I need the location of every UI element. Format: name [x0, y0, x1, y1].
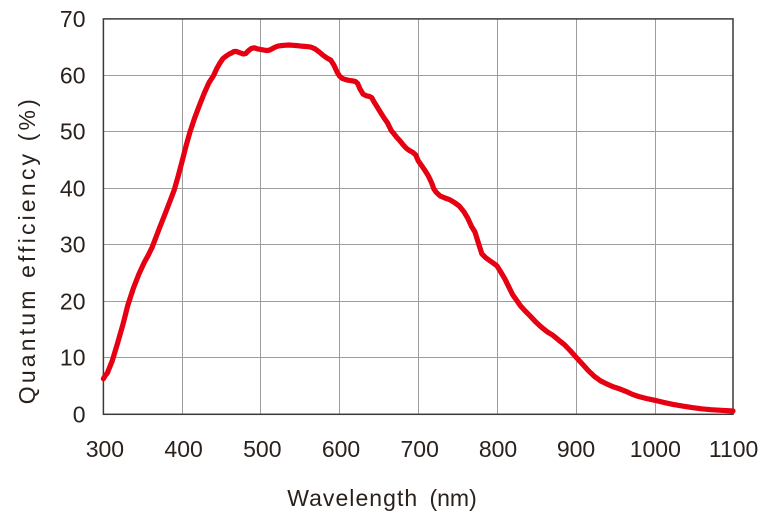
svg-text:900: 900 [557, 436, 595, 462]
svg-text:800: 800 [479, 436, 517, 462]
svg-text:Wavelength: Wavelength [287, 485, 417, 511]
svg-text:1100: 1100 [709, 436, 758, 462]
svg-text:40: 40 [60, 176, 86, 202]
svg-text:(nm): (nm) [429, 485, 476, 511]
svg-text:0: 0 [73, 402, 86, 428]
svg-text:10: 10 [60, 345, 86, 371]
svg-text:30: 30 [60, 232, 86, 258]
svg-text:600: 600 [322, 436, 360, 462]
svg-text:20: 20 [60, 289, 86, 315]
svg-text:70: 70 [60, 6, 86, 32]
svg-text:400: 400 [164, 436, 202, 462]
svg-text:60: 60 [60, 63, 86, 89]
svg-text:1000: 1000 [630, 436, 681, 462]
svg-text:500: 500 [243, 436, 281, 462]
svg-text:700: 700 [401, 436, 439, 462]
svg-text:50: 50 [60, 119, 86, 145]
svg-text:300: 300 [86, 436, 124, 462]
svg-text:Quantum efficiency (%): Quantum efficiency (%) [14, 99, 40, 404]
